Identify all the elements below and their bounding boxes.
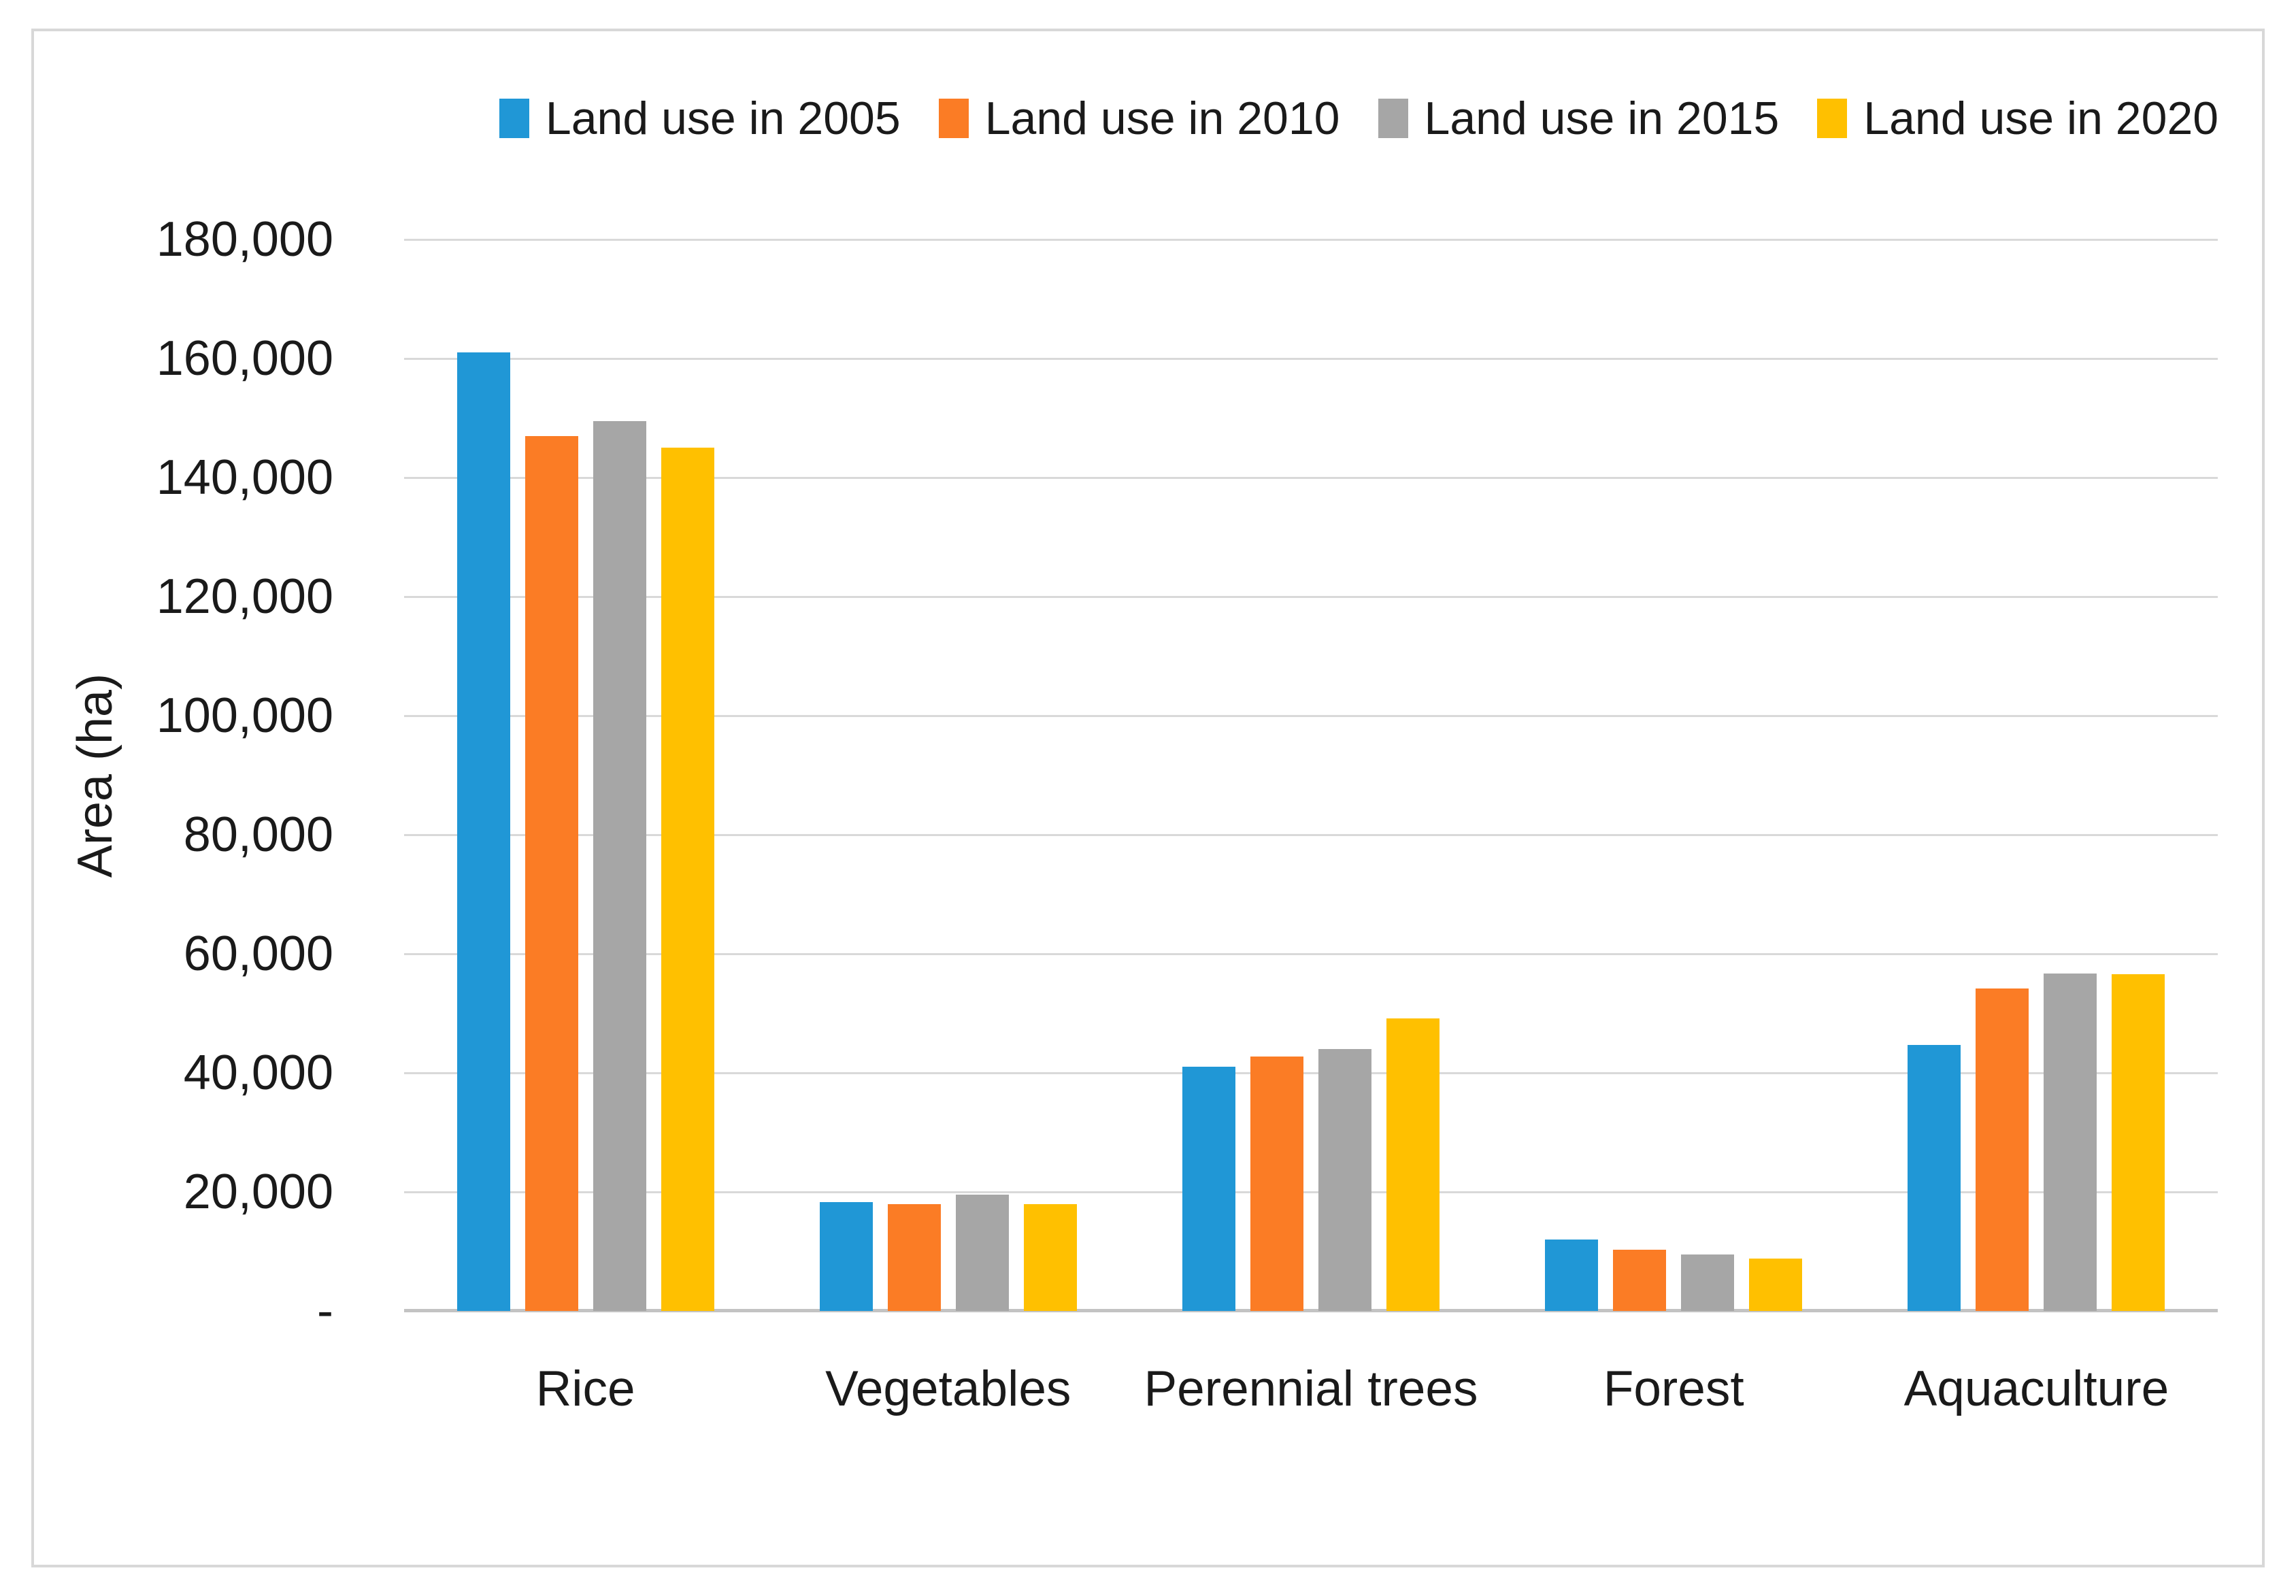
bar [955, 1194, 1009, 1311]
y-axis-tick-label: 160,000 [156, 331, 333, 386]
x-axis-category-label: Forest [1603, 1361, 1744, 1416]
gridline [404, 715, 2218, 717]
bar [1250, 1056, 1303, 1311]
plot-area: 180,000 160,000 140,000 120,000 100,000 80,00… [156, 212, 2218, 1414]
y-axis-tick-label: 80,000 [183, 808, 333, 862]
legend-item: Land use in 2010 [938, 93, 1340, 144]
legend-label: Land use in 2015 [1424, 93, 1780, 144]
legend-swatch [499, 99, 529, 138]
bar [1908, 1044, 1961, 1311]
bar [887, 1203, 941, 1311]
bar [1545, 1240, 1599, 1311]
bar [819, 1201, 873, 1311]
legend-item: Land use in 2005 [499, 95, 901, 142]
y-axis-tick-label: 40,000 [183, 1046, 333, 1100]
bar [525, 435, 578, 1311]
bar [1613, 1249, 1667, 1311]
legend-item: Land use in 2020 [1817, 95, 2218, 142]
legend-label: Land use in 2020 [1863, 93, 2219, 144]
legend: Land use in 2005 Land use in 2010 Land use… [0, 95, 2296, 142]
gridline [404, 834, 2218, 836]
x-axis-category-label: Perennial trees [1144, 1361, 1478, 1416]
y-axis-tick-label: 140,000 [156, 450, 333, 505]
y-axis-tick-label: 100,000 [156, 688, 333, 743]
gridline [404, 596, 2218, 598]
legend-item: Land use in 2015 [1378, 93, 1780, 144]
legend-label: Land use in 2005 [545, 93, 901, 144]
bar [1023, 1203, 1077, 1311]
bar [1386, 1018, 1440, 1311]
x-axis-category-label: Vegetables [825, 1361, 1071, 1416]
legend-swatch [1817, 99, 1848, 138]
x-axis-category-label: Aquaculture [1903, 1361, 2169, 1416]
x-axis-category-label: Rice [535, 1361, 635, 1416]
gridline [404, 477, 2218, 479]
bar [1318, 1049, 1371, 1311]
y-axis-tick-label: 180,000 [156, 212, 333, 267]
bar [593, 420, 646, 1311]
x-axis-line [404, 1309, 2218, 1312]
gridline [404, 1072, 2218, 1074]
y-axis-tick-label: 60,000 [183, 927, 333, 981]
legend-label: Land use in 2010 [984, 93, 1340, 144]
bar [2044, 973, 2097, 1311]
bar [2112, 974, 2165, 1311]
legend-swatch [1378, 99, 1408, 138]
bar [456, 352, 510, 1311]
bar [1749, 1259, 1803, 1311]
gridline [404, 239, 2218, 241]
bar [661, 448, 714, 1311]
bar [1182, 1067, 1235, 1311]
y-axis-tick-label: 20,000 [183, 1165, 333, 1219]
bar [1681, 1254, 1735, 1311]
legend-swatch [938, 99, 969, 138]
bar [1976, 988, 2029, 1311]
gridline [404, 953, 2218, 955]
gridline [404, 358, 2218, 360]
gridline [404, 1191, 2218, 1193]
y-axis-tick-label: - [317, 1284, 333, 1338]
y-axis-tick-label: 120,000 [156, 569, 333, 624]
